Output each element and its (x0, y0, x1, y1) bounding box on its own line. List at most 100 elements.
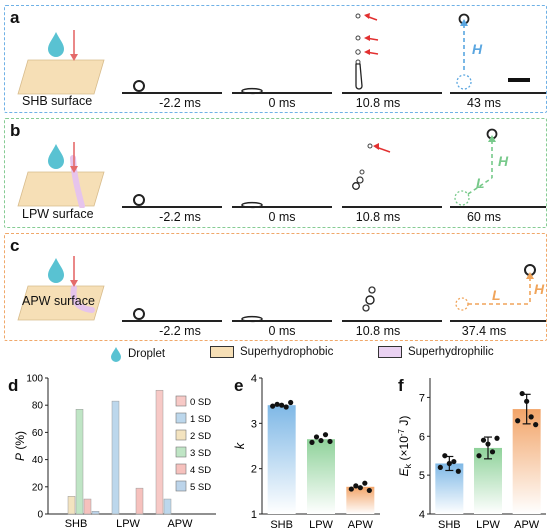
schematic-a (17, 30, 105, 95)
d-bar (135, 487, 144, 515)
chart-e-point (288, 399, 294, 406)
chart-f-xtick-label: LPW (476, 519, 500, 530)
d-ylabel: P (%) (13, 431, 27, 461)
frame-a-1 (122, 80, 222, 94)
time-c-2: 0 ms (268, 324, 296, 338)
chart-e-ytick-label: 4 (251, 373, 257, 385)
chart-e-ytick-label: 1 (251, 509, 257, 521)
time-a-4: 43 ms (466, 96, 502, 110)
scale-bar (508, 78, 530, 82)
frame-b-4: H L (450, 128, 546, 208)
panel-d-label: d (8, 376, 19, 395)
panel-a-label: a (10, 8, 20, 27)
d-ytick-label: 20 (32, 482, 44, 493)
d-legend-swatch (175, 446, 187, 458)
frame-c-3 (342, 286, 442, 322)
chart-f-point (489, 449, 496, 455)
chart-f-point (494, 435, 500, 441)
legend-superhydrophilic: Superhydrophilic (378, 346, 494, 358)
chart-e-xtick-label: SHB (270, 519, 293, 530)
chart-e: 1 2 3 4 SHB LPW APW k (232, 373, 380, 530)
chart-f-ytick-label: 5 (419, 470, 425, 482)
d-legend-swatch (175, 412, 187, 424)
frame-a-4: H (450, 13, 546, 94)
time-c-1: -2.2 ms (159, 324, 201, 338)
d-legend-label: 5 SD (190, 482, 211, 493)
d-bar (111, 400, 120, 515)
frame-b-3 (342, 143, 442, 208)
chart-f-point (476, 453, 482, 459)
time-a-3: 10.8 ms (355, 96, 401, 110)
chart-e-point (362, 480, 368, 486)
annot-b-l: L (476, 175, 485, 191)
time-c-3: 10.8 ms (355, 324, 401, 338)
chart-e-point (366, 487, 372, 494)
chart-e-point (318, 437, 324, 444)
d-bar (75, 409, 84, 515)
superhydrophilic-swatch (378, 346, 402, 358)
time-a-2: 0 ms (268, 96, 296, 110)
d-legend-swatch (175, 429, 187, 441)
d-legend-swatch (175, 395, 187, 407)
d-bar (163, 498, 172, 515)
chart-f-point (480, 437, 487, 443)
chart-f-point (455, 468, 461, 474)
time-b-3: 10.8 ms (355, 210, 401, 224)
chart-f-point (528, 414, 534, 420)
panel-e-label: e (234, 376, 244, 395)
chart-e-point (309, 439, 315, 445)
chart-f-point (451, 458, 457, 465)
chart-f-point (524, 398, 530, 404)
d-bar (67, 496, 76, 515)
frame-b-2 (232, 201, 332, 209)
chart-e-point (283, 404, 289, 410)
chart-e-point (270, 403, 276, 409)
time-c-4: 37.4 ms (461, 324, 507, 338)
panel-f-label: f (398, 376, 404, 395)
d-ytick-label: 60 (32, 428, 44, 439)
panel-b-label: b (10, 121, 21, 140)
d-xtick-label: LPW (116, 518, 140, 530)
chart-e-bar (307, 439, 335, 514)
frame-a-2 (232, 87, 332, 95)
d-legend-label: 2 SD (190, 431, 211, 442)
chart-f-point (519, 390, 525, 397)
droplet-icon (111, 347, 121, 362)
chart-f-xtick-label: APW (514, 519, 540, 530)
panel-a-box (4, 5, 547, 113)
chart-f: 4 5 6 7 SHB LPW APW Ek (×10-7 J) (397, 378, 546, 530)
chart-e-point (279, 402, 285, 408)
legend-superhydrophobic: Superhydrophobic (210, 346, 333, 358)
time-a-1: -2.2 ms (159, 96, 201, 110)
schematic-b (17, 142, 105, 208)
chart-f-point (437, 464, 443, 470)
d-ytick-label: 0 (37, 510, 43, 521)
chart-e-point (327, 438, 333, 445)
d-legend-swatch (175, 463, 187, 475)
annot-b-h: H (498, 153, 509, 169)
panel-c-box (4, 233, 547, 341)
chart-e-point (357, 485, 363, 491)
annot-c-l: L (492, 287, 501, 303)
chart-f-ytick-label: 4 (419, 509, 425, 521)
chart-e-point (353, 483, 359, 489)
chart-e-ytick-label: 3 (251, 418, 257, 430)
chart-f-point (533, 422, 539, 428)
d-legend-swatch (175, 480, 187, 492)
chart-e-bar (267, 405, 296, 514)
annot-a-h: H (472, 41, 483, 57)
legend-superhydrophobic-label: Superhydrophobic (240, 346, 334, 358)
superhydrophobic-swatch (210, 346, 234, 358)
legend-droplet: Droplet (110, 346, 165, 362)
chart-e-xtick-label: APW (348, 519, 374, 530)
d-legend-label: 1 SD (190, 414, 211, 425)
d-bar (83, 498, 92, 515)
chart-f-point (446, 460, 452, 467)
legend-droplet-label: Droplet (128, 348, 166, 360)
frame-c-2 (232, 315, 332, 323)
chart-f-ytick-label: 7 (419, 392, 425, 404)
time-b-4: 60 ms (466, 210, 502, 224)
f-ylabel: Ek (×10-7 J) (397, 416, 413, 477)
chart-e-point (313, 434, 320, 440)
d-bar (155, 389, 164, 515)
